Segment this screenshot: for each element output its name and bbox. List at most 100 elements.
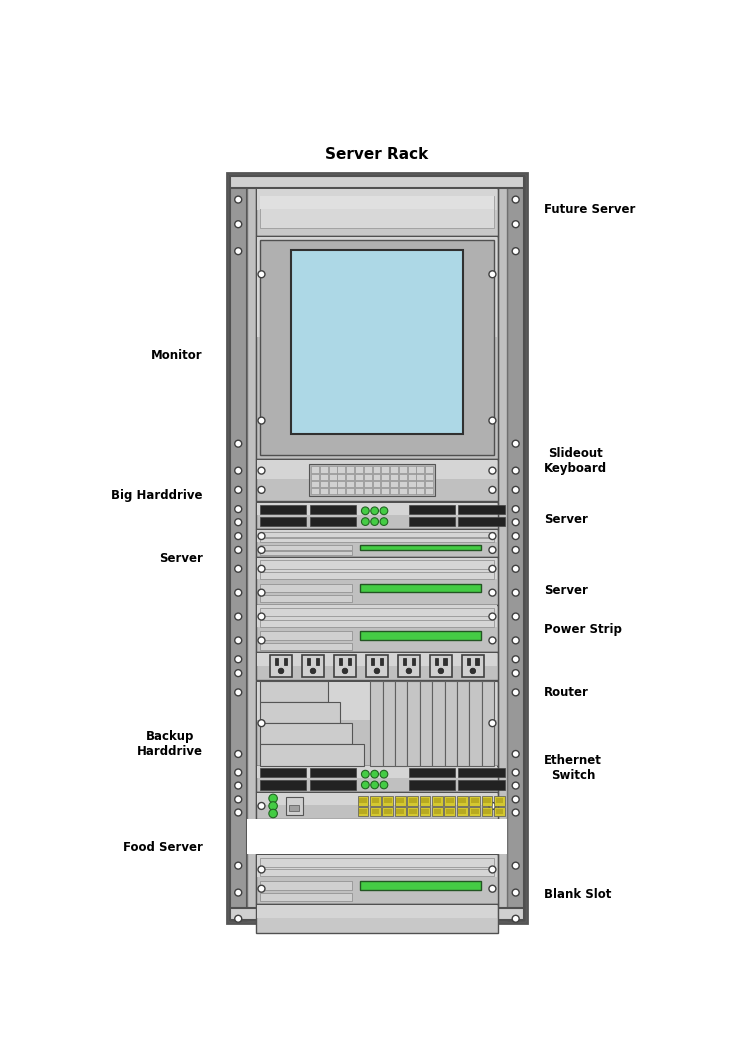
Bar [260, 584, 352, 593]
Bar [495, 798, 504, 803]
Bar [444, 807, 455, 816]
Circle shape [258, 866, 265, 873]
Bar [311, 488, 319, 494]
Circle shape [489, 270, 496, 278]
Circle shape [380, 781, 388, 789]
Circle shape [235, 782, 241, 789]
Bar [469, 796, 480, 806]
Circle shape [235, 689, 241, 695]
Bar [458, 798, 466, 803]
Bar [384, 809, 392, 814]
Bar [360, 584, 481, 593]
Bar [256, 188, 498, 908]
Circle shape [489, 487, 496, 493]
Bar [357, 807, 368, 816]
Bar [260, 723, 352, 744]
Bar [372, 488, 380, 494]
Bar [360, 632, 481, 640]
Circle shape [380, 771, 388, 778]
Bar [310, 780, 356, 790]
Circle shape [489, 417, 496, 424]
Bar [407, 807, 418, 816]
Bar [230, 908, 524, 920]
Text: Future Server: Future Server [544, 204, 636, 216]
Bar [339, 658, 342, 665]
Bar [334, 655, 356, 677]
Bar [390, 480, 398, 487]
Circle shape [512, 862, 519, 869]
Bar [270, 655, 292, 677]
Circle shape [489, 547, 496, 553]
Bar [256, 652, 498, 681]
Bar [260, 560, 494, 568]
Bar [260, 744, 364, 765]
Circle shape [512, 547, 519, 553]
Bar [260, 240, 494, 455]
Bar [390, 466, 398, 473]
Bar [355, 488, 363, 494]
Circle shape [512, 196, 519, 204]
Bar [275, 658, 278, 665]
Circle shape [235, 196, 241, 204]
Bar [329, 474, 337, 480]
Bar [467, 658, 470, 665]
Bar [458, 780, 505, 790]
Bar [446, 798, 454, 803]
Bar [346, 488, 355, 494]
Bar [409, 505, 455, 514]
Circle shape [258, 637, 265, 643]
Circle shape [512, 613, 519, 620]
Circle shape [489, 467, 496, 474]
Bar [381, 480, 389, 487]
Bar [260, 196, 494, 209]
Circle shape [235, 750, 241, 758]
Bar [260, 517, 306, 527]
Circle shape [235, 518, 241, 526]
Bar [420, 807, 430, 816]
Bar [260, 702, 340, 723]
Bar [260, 505, 306, 514]
Circle shape [235, 915, 241, 922]
Bar [260, 858, 494, 867]
Bar [458, 809, 466, 814]
Circle shape [406, 668, 412, 674]
Bar [399, 474, 407, 480]
Circle shape [258, 565, 265, 572]
Circle shape [512, 689, 519, 695]
Bar [416, 480, 424, 487]
Bar [494, 796, 505, 806]
Bar [256, 793, 498, 819]
Bar [346, 474, 355, 480]
Bar [257, 236, 497, 337]
Bar [395, 681, 407, 765]
Bar [366, 655, 388, 677]
Bar [430, 655, 451, 677]
Circle shape [258, 589, 265, 596]
Circle shape [235, 670, 241, 676]
Bar [230, 176, 524, 920]
Bar [346, 480, 355, 487]
Circle shape [512, 220, 519, 228]
Bar [256, 459, 498, 501]
Bar [288, 805, 299, 811]
Bar [260, 869, 494, 877]
Bar [309, 464, 435, 496]
Bar [257, 793, 497, 806]
Bar [425, 474, 433, 480]
Bar [256, 502, 498, 529]
Bar [355, 480, 363, 487]
Bar [425, 480, 433, 487]
Bar [482, 796, 493, 806]
Bar [359, 798, 367, 803]
Circle shape [361, 771, 369, 778]
Circle shape [512, 518, 519, 526]
Circle shape [512, 796, 519, 802]
Bar [307, 658, 310, 665]
Bar [396, 798, 404, 803]
Bar [257, 460, 497, 479]
Bar [230, 176, 524, 188]
Bar [256, 556, 498, 604]
Bar [291, 250, 463, 435]
Circle shape [512, 440, 519, 447]
Bar [381, 488, 389, 494]
